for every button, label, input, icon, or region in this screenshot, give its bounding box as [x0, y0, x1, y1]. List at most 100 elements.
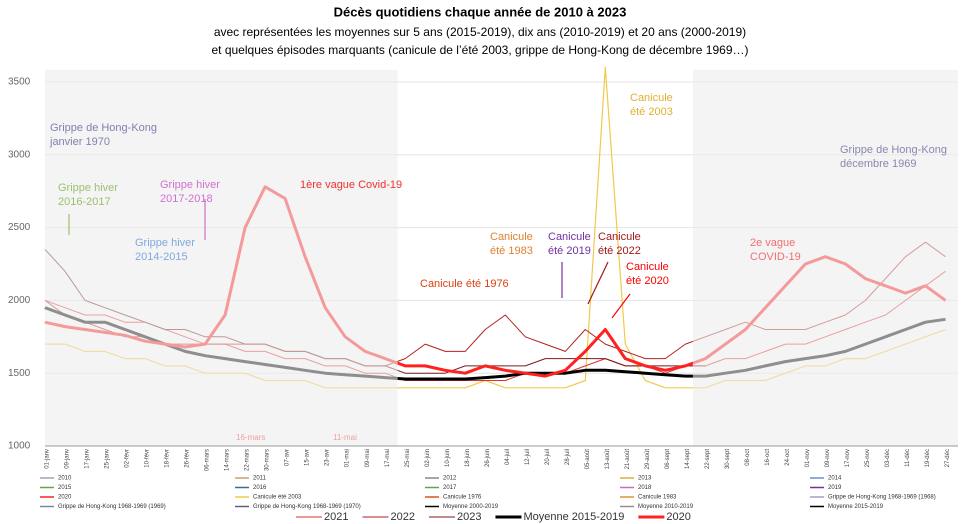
- x-tick-label: 30-mars: [265, 449, 271, 471]
- x-tick-label: 17-janv: [85, 449, 91, 469]
- legend-label: 2020: [58, 495, 72, 501]
- annotation: décembre 1969: [840, 158, 916, 170]
- x-tick-label: 11-déc: [905, 449, 911, 467]
- x-tick-label: 03-déc: [885, 449, 891, 467]
- legend-label: 2017: [443, 485, 457, 491]
- legend-label: Grippe de Hong-Kong 1968-1969 (1968): [828, 495, 936, 501]
- annotation: 2014-2015: [135, 251, 188, 263]
- legend-label: 2013: [638, 476, 652, 482]
- x-tick-label: 19-déc: [925, 449, 931, 467]
- y-tick-label: 2500: [8, 222, 31, 233]
- annotation: été 2022: [598, 245, 641, 257]
- legend-label: Grippe de Hong-Kong 1968-1969 (1969): [58, 504, 166, 510]
- x-tick-label: 18-févr: [165, 449, 171, 468]
- annotation: Canicule: [490, 231, 533, 243]
- legend-label: 2015: [58, 485, 72, 491]
- legend-label: 2010: [58, 476, 72, 482]
- annotation: été 2020: [626, 275, 669, 287]
- x-tick-label: 13-août: [605, 449, 611, 470]
- annotation: Grippe hiver: [135, 237, 195, 249]
- annotation: Grippe hiver: [58, 182, 118, 194]
- x-tick-label: 22-sept: [705, 449, 711, 469]
- annotation: 16-mars: [236, 433, 265, 442]
- x-tick-label: 14-sept: [685, 449, 691, 469]
- x-tick-label: 29-août: [645, 449, 651, 470]
- x-tick-label: 05-août: [585, 449, 591, 470]
- y-tick-label: 1500: [8, 368, 31, 379]
- chart-subtitle: et quelques épisodes marquants (canicule…: [211, 43, 748, 57]
- chart-title: Décès quotidiens chaque année de 2010 à …: [334, 4, 627, 19]
- x-tick-label: 26-févr: [185, 449, 191, 468]
- x-tick-label: 09-nov: [825, 449, 831, 467]
- legend-label: 2014: [828, 476, 842, 482]
- x-tick-label: 21-août: [625, 449, 631, 470]
- annotation: 2016-2017: [58, 196, 111, 208]
- x-tick-label: 12-juil: [525, 449, 531, 465]
- legend-label: 2019: [828, 485, 842, 491]
- legend-label: 2016: [253, 485, 267, 491]
- x-tick-label: 02-juin: [425, 449, 431, 467]
- legend-label: 2020: [666, 511, 690, 523]
- y-tick-label: 2000: [8, 295, 31, 306]
- x-tick-label: 01-mai: [345, 449, 351, 467]
- x-tick-label: 17-mai: [385, 449, 391, 467]
- x-tick-label: 01-janv: [45, 449, 51, 469]
- legend-label: Moyenne 2015-2019: [828, 504, 884, 510]
- x-tick-label: 30-sept: [725, 449, 731, 469]
- annotation: Canicule été 1976: [420, 278, 509, 290]
- annotation: Canicule: [630, 92, 673, 104]
- x-tick-label: 15-avr: [305, 449, 311, 466]
- annotation: janvier 1970: [49, 136, 110, 148]
- annotation: Canicule: [548, 231, 591, 243]
- legend-label: 2023: [457, 511, 481, 523]
- x-tick-label: 23-avr: [325, 449, 331, 466]
- legend-label: 2018: [638, 485, 652, 491]
- legend-label: Canicule été 2003: [253, 495, 302, 501]
- x-tick-label: 24-oct: [785, 449, 791, 466]
- faded-area: [45, 70, 398, 446]
- legend-label: Canicule 1983: [638, 495, 677, 501]
- x-tick-label: 01-nov: [805, 449, 811, 467]
- legend-label: Canicule 1976: [443, 495, 482, 501]
- annotation: Grippe de Hong-Kong: [50, 122, 157, 134]
- arrow: [587, 261, 609, 305]
- annotation: été 2003: [630, 106, 673, 118]
- legend-label: 2022: [390, 511, 414, 523]
- annotation: Canicule: [598, 231, 641, 243]
- x-tick-label: 26-juin: [485, 449, 491, 467]
- x-tick-label: 06-sept: [665, 449, 671, 469]
- annotation: 1ère vague Covid-19: [300, 179, 402, 191]
- x-tick-label: 02-févr: [125, 449, 131, 468]
- annotation: été 1983: [490, 245, 533, 257]
- x-tick-label: 10-févr: [145, 449, 151, 468]
- x-tick-label: 27-déc: [945, 449, 951, 467]
- y-tick-label: 3500: [8, 77, 31, 88]
- arrow: [611, 293, 631, 319]
- x-tick-label: 07-avr: [285, 449, 291, 466]
- x-tick-label: 16-oct: [765, 449, 771, 466]
- faded-area: [692, 70, 958, 446]
- x-tick-label: 25-nov: [865, 449, 871, 467]
- annotation: 2e vague: [750, 237, 795, 249]
- legend-label: Moyenne 2015-2019: [523, 511, 624, 523]
- legend-label: 2012: [443, 476, 457, 482]
- annotation: Canicule: [626, 261, 669, 273]
- x-tick-label: 18-juin: [465, 449, 471, 467]
- x-tick-label: 06-mars: [205, 449, 211, 471]
- x-tick-label: 17-nov: [845, 449, 851, 467]
- x-tick-label: 22-mars: [245, 449, 251, 471]
- annotation: Grippe hiver: [160, 179, 220, 191]
- annotation: 2017-2018: [160, 193, 213, 205]
- x-tick-label: 25-janv: [105, 449, 111, 469]
- legend-label: Grippe de Hong-Kong 1968-1969 (1970): [253, 504, 361, 510]
- legend-label: 2021: [324, 511, 348, 523]
- x-tick-label: 25-mai: [405, 449, 411, 467]
- legend-label: Moyenne 2010-2019: [638, 504, 694, 510]
- x-tick-label: 14-mars: [225, 449, 231, 471]
- y-tick-label: 1000: [8, 441, 31, 452]
- annotation: été 2019: [548, 245, 591, 257]
- x-tick-label: 20-juil: [545, 449, 551, 465]
- x-tick-label: 09-janv: [65, 449, 71, 469]
- x-tick-label: 28-juil: [565, 449, 571, 465]
- annotation: 11-mai: [333, 433, 357, 442]
